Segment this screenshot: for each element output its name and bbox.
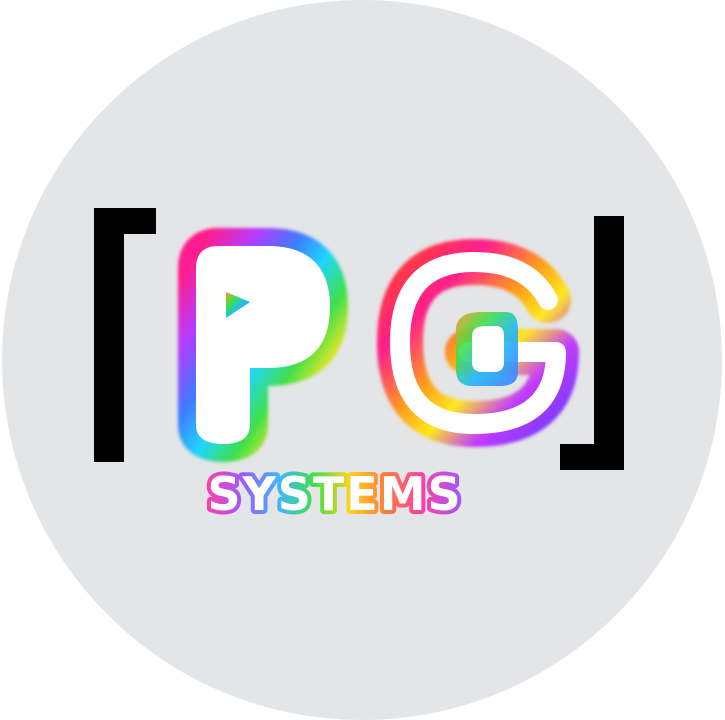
right-bracket [560, 216, 624, 470]
letter-p [178, 228, 348, 462]
left-bracket [94, 208, 156, 462]
letter-g [377, 239, 579, 447]
wordmark-text: SYSTEMS [207, 467, 462, 521]
